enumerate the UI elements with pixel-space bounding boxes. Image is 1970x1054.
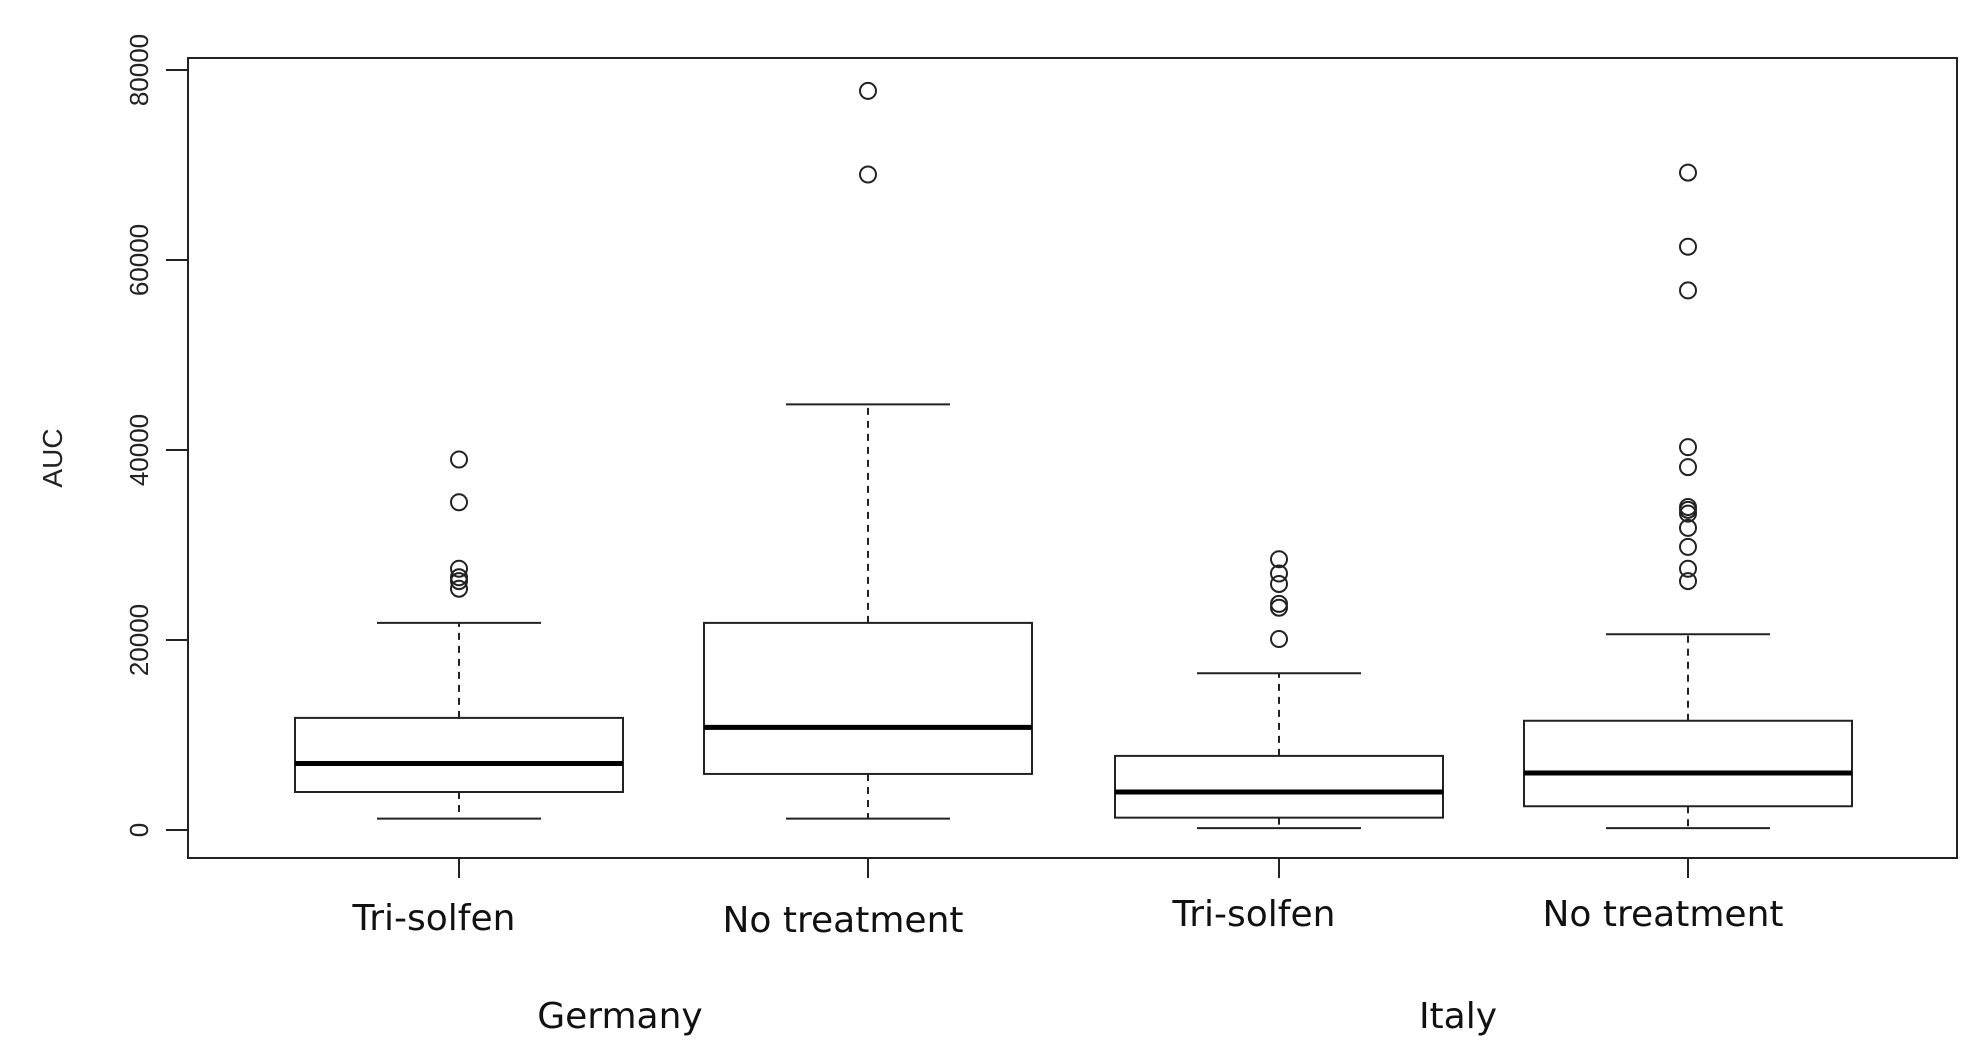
outlier-point	[1270, 550, 1288, 569]
outlier-point	[450, 493, 468, 512]
outlier-point	[1679, 537, 1697, 556]
outlier-point	[450, 559, 468, 578]
x-axis: Tri-solfen No treatment Tri-solfen No treat…	[352, 858, 1784, 1037]
y-tick-label: 80000	[124, 34, 154, 106]
outlier-point	[1270, 598, 1288, 617]
outlier-point	[1270, 630, 1288, 649]
outlier-point	[1679, 498, 1697, 516]
x-tick-label: Tri-solfen	[352, 898, 516, 939]
y-axis: 0 20000 40000 60000 80000	[124, 34, 189, 837]
box-3	[1114, 550, 1444, 830]
outlier-point	[859, 165, 877, 184]
outlier-point	[450, 450, 468, 469]
box-2	[703, 81, 1033, 820]
box-iqr	[1114, 754, 1444, 819]
x-tick-label: Tri-solfen	[1172, 894, 1336, 935]
box-iqr	[703, 621, 1033, 775]
group-label: Italy	[1419, 996, 1497, 1037]
outlier-point	[1679, 518, 1697, 537]
outlier-point	[1679, 237, 1697, 256]
y-tick-label: 40000	[124, 414, 154, 486]
outlier-point	[1679, 281, 1697, 300]
y-tick-label: 60000	[124, 224, 154, 296]
outlier-point	[1270, 564, 1288, 583]
outlier-point	[1679, 458, 1697, 477]
outlier-point	[1679, 438, 1697, 457]
x-tick-label: No treatment	[1543, 894, 1784, 935]
group-label: Germany	[537, 996, 702, 1037]
outlier-point	[1679, 163, 1697, 182]
box-4	[1523, 163, 1853, 830]
outlier-point	[1270, 574, 1288, 593]
outlier-point	[450, 568, 468, 587]
outlier-point	[1679, 572, 1697, 591]
boxes	[294, 81, 1853, 830]
outlier-point	[859, 81, 877, 100]
outlier-point	[1270, 594, 1288, 613]
box-iqr	[1523, 719, 1853, 808]
box-iqr	[294, 716, 624, 794]
outlier-point	[1679, 559, 1697, 578]
y-tick-label: 20000	[124, 604, 154, 676]
x-tick-label: No treatment	[723, 900, 964, 941]
outlier-point	[450, 579, 468, 598]
y-tick-label: 0	[124, 823, 154, 837]
y-axis-label: AUC	[37, 428, 68, 487]
box-1	[294, 450, 624, 820]
